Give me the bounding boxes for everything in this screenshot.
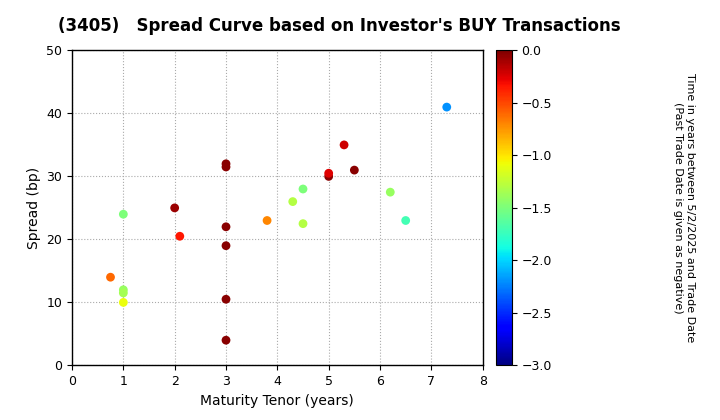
Point: [117, 211, 129, 218]
Point: [220, 223, 232, 230]
Point: [220, 242, 232, 249]
Point: [323, 173, 334, 180]
Point: [220, 337, 232, 344]
Point: [117, 286, 129, 293]
Point: [297, 220, 309, 227]
Point: [220, 296, 232, 302]
Point: [348, 167, 360, 173]
Text: (3405)   Spread Curve based on Investor's BUY Transactions: (3405) Spread Curve based on Investor's …: [58, 17, 620, 35]
Point: [104, 274, 116, 281]
Point: [220, 160, 232, 167]
Point: [400, 217, 411, 224]
Y-axis label: Time in years between 5/2/2025 and Trade Date
(Past Trade Date is given as negat: Time in years between 5/2/2025 and Trade…: [673, 73, 695, 343]
Point: [117, 290, 129, 297]
Point: [220, 163, 232, 171]
Point: [338, 142, 350, 148]
Point: [261, 217, 273, 224]
Point: [287, 198, 299, 205]
Point: [174, 233, 186, 239]
Point: [441, 104, 452, 110]
Point: [323, 170, 334, 176]
X-axis label: Maturity Tenor (years): Maturity Tenor (years): [200, 394, 354, 408]
Y-axis label: Spread (bp): Spread (bp): [27, 167, 41, 249]
Point: [169, 205, 181, 211]
Point: [384, 189, 396, 196]
Point: [297, 186, 309, 192]
Point: [117, 299, 129, 306]
